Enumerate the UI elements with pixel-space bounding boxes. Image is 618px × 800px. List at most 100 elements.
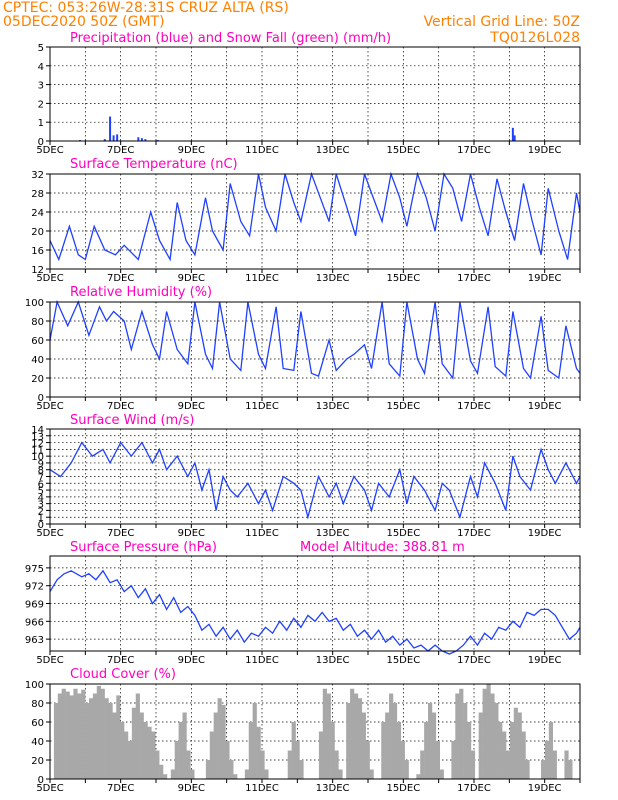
wind-speed-line [49,441,581,520]
plot-frame [49,173,581,270]
cloud-bar [517,712,522,779]
x-tick-label: 7DEC [107,528,134,539]
cloud-bar [96,685,101,779]
x-tick-label: 17DEC [457,655,491,666]
cloud-bar [229,760,234,779]
plot-frame [49,46,581,142]
x-tick-label: 19DEC [528,145,562,156]
y-tick-label: 5 [38,486,44,497]
y-tick-label: 24 [31,208,44,219]
cloud-bar [295,741,300,779]
cloud-bar [163,774,168,779]
y-tick-label: 3 [38,500,44,511]
cloud-bar [318,731,324,779]
cloud-bar [205,760,211,779]
cloud-bar [81,689,86,779]
cloud-bar [424,722,429,779]
y-tick-label: 12 [31,265,44,276]
x-tick-label: 15DEC [386,401,420,412]
cloud-bar [209,731,214,779]
cloud-bar [73,688,78,779]
cloud-bar [233,774,238,779]
cloud-bar [428,703,433,779]
x-tick-label: 19DEC [528,783,562,794]
precip-bar [109,116,112,141]
cloud-bar [155,750,160,779]
y-tick-label: 4 [38,62,44,73]
cloud-bar [287,750,292,779]
y-tick-label: 32 [31,170,44,181]
x-tick-label: 11DEC [245,655,279,666]
precip-bar [116,134,119,141]
model-altitude: Model Altitude: 388.81 m [300,540,465,555]
x-tick-label: 9DEC [178,783,205,794]
x-tick-label: 7DEC [107,273,134,284]
y-tick-label: 4 [38,493,44,504]
y-tick-label: 80 [31,699,44,710]
x-tick-label: 9DEC [178,145,205,156]
y-tick-label: 40 [31,737,44,748]
cloud-bar [244,769,250,779]
cloud-bar [330,722,335,779]
y-tick-label: 20 [31,227,44,238]
cloud-bar [104,698,109,779]
cloud-bar [455,693,460,779]
y-tick-label: 9 [38,459,44,470]
cloud-bar [69,695,74,779]
cloud-bar [100,688,105,779]
cloud-bar [463,703,468,779]
pressure-line [49,569,581,655]
x-tick-label: 5DEC [36,783,63,794]
cloud-bar [353,693,359,779]
cloud-bar [77,693,82,779]
cloud-bar [548,722,554,779]
x-tick-label: 5DEC [36,528,63,539]
x-tick-label: 17DEC [457,273,491,284]
cloud-bar [108,703,113,779]
cloud-bar [568,760,573,779]
x-tick-label: 19DEC [528,273,562,284]
cloud-bar [147,726,152,779]
x-tick-label: 5DEC [36,273,63,284]
cloud-bar [291,722,296,779]
cloud-bar [326,693,331,779]
cloud-bar [525,760,530,779]
temperature-line [49,171,581,262]
y-tick-label: 20 [31,374,44,385]
wind-title: Surface Wind (m/s) [70,413,194,428]
cloud-bar [466,722,472,779]
cloud-bar [392,703,398,779]
cloud-bar [381,722,386,779]
cloud-bar [178,722,183,779]
cloud-bar [431,712,437,779]
rh-title: Relative Humidity (%) [70,285,212,300]
pressure-title: Surface Pressure (hPa) [70,540,217,555]
cloud-bar [478,712,483,779]
cloud-bar [92,693,98,779]
x-tick-label: 9DEC [178,273,205,284]
y-tick-label: 7 [38,473,44,484]
cloud-bar [338,769,343,779]
y-tick-label: 963 [25,635,44,646]
x-tick-label: 15DEC [386,145,420,156]
x-tick-label: 5DEC [36,401,63,412]
x-tick-label: 17DEC [457,783,491,794]
temp-title: Surface Temperature (nC) [70,157,238,172]
cloud-bar [57,693,62,779]
cloud-bar [505,750,511,779]
cloud-bar [420,750,425,779]
header-grid-note: Vertical Grid Line: 50Z [424,14,580,30]
cloud-bar [552,750,557,779]
cloud-bar [498,722,503,779]
x-tick-label: 9DEC [178,401,205,412]
y-tick-label: 100 [25,680,44,691]
cloud-bar [435,741,441,779]
y-tick-label: 20 [31,756,44,767]
y-tick-label: 2 [38,99,44,110]
cloud-bar [131,707,137,779]
x-tick-label: 19DEC [528,528,562,539]
cloud-bar [213,712,218,779]
y-tick-label: 6 [38,479,44,490]
cloud-bar [221,704,226,779]
